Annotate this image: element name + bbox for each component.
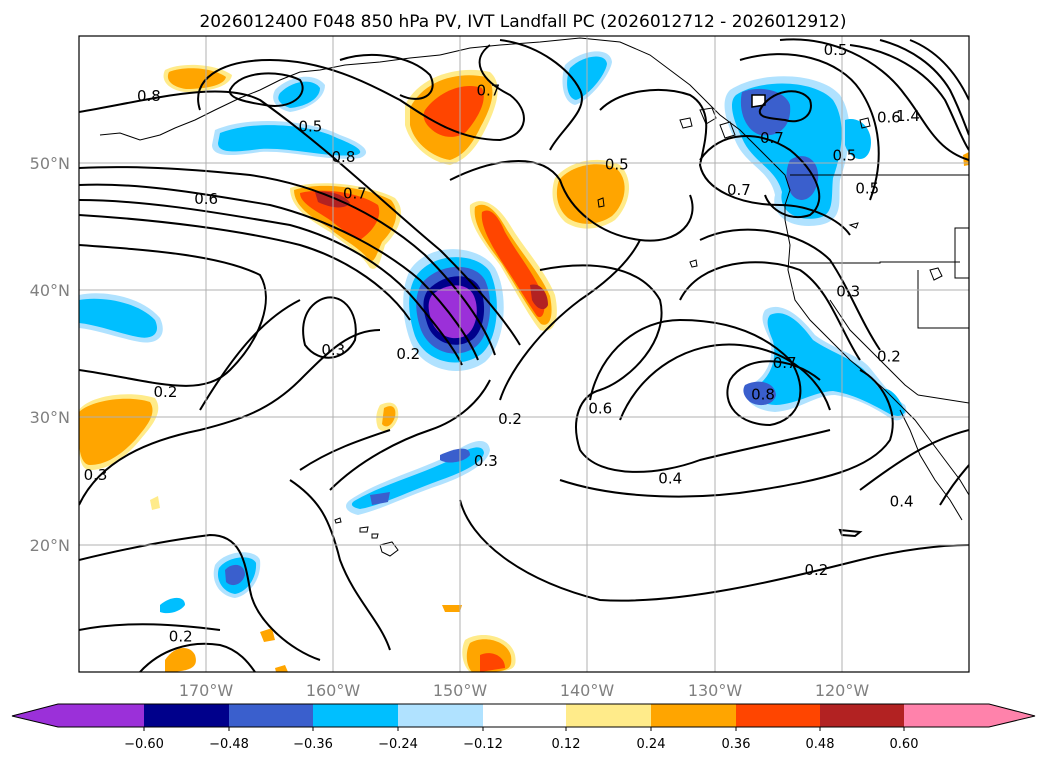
colorbar-tick-label: −0.48 (209, 737, 249, 752)
contour-label: 0.2 (154, 383, 178, 401)
colorbar-bin (904, 704, 1035, 727)
contour-label: 0.3 (474, 452, 498, 470)
colorbar-bin (398, 704, 484, 727)
colorbar-bins (12, 704, 1035, 727)
lon-label-130w: 130°W (688, 681, 743, 700)
lon-label-150w: 150°W (433, 681, 488, 700)
contour-label: 0.5 (855, 180, 879, 198)
contour-label: 0.2 (396, 345, 420, 363)
colorbar-bin (820, 704, 905, 727)
colorbar-outline (11, 703, 1036, 728)
colorbar-bin (651, 704, 737, 727)
contour-label: 0.5 (832, 147, 856, 165)
colorbar-bin (566, 704, 652, 727)
contour-label: 0.6 (194, 190, 218, 208)
colorbar-bin (229, 704, 314, 727)
contour-label: 0.5 (298, 117, 322, 135)
contour-label: 0.5 (605, 155, 629, 173)
contour-label: 0.2 (498, 410, 522, 428)
contour-label: 0.8 (137, 87, 161, 105)
contour-label: 0.7 (343, 185, 367, 203)
colorbar: −0.60 −0.48 −0.36 −0.24 −0.12 0.12 0.24 0.36 0.4… (11, 703, 1036, 752)
colorbar-ticks: −0.60 −0.48 −0.36 −0.24 −0.12 0.12 0.24 0.36 0.4… (124, 727, 918, 752)
lon-label-120w: 120°W (815, 681, 870, 700)
contour-label: 0.6 (877, 108, 901, 126)
colorbar-bin (483, 704, 567, 727)
contour-label: 0.4 (890, 493, 914, 511)
colorbar-tick-label: −0.12 (463, 737, 503, 752)
contour-label: 0.7 (727, 181, 751, 199)
colorbar-tick-label: −0.36 (293, 737, 333, 752)
contour-label: 0.2 (877, 348, 901, 366)
lat-label-20n: 20°N (30, 536, 70, 555)
contour-label: 0.2 (169, 627, 193, 645)
gridlines (79, 36, 969, 672)
colorbar-tick-label: −0.60 (124, 737, 164, 752)
contour-label: 0.6 (588, 400, 612, 418)
lat-label-40n: 40°N (30, 281, 70, 300)
colorbar-bin (313, 704, 399, 727)
contour-label: 0.5 (824, 41, 848, 59)
contour-label: 0.4 (658, 470, 682, 488)
lat-axis-labels: 50°N 40°N 30°N 20°N (30, 154, 70, 555)
contour-label: 0.8 (332, 148, 356, 166)
contour-label: 0.3 (84, 466, 108, 484)
lon-axis-labels: 170°W 160°W 150°W 140°W 130°W 120°W (179, 681, 870, 700)
colorbar-bin (736, 704, 821, 727)
colorbar-tick-label: −0.24 (378, 737, 418, 752)
lat-label-50n: 50°N (30, 154, 70, 173)
contour-label: 1.4 (896, 107, 920, 125)
colorbar-tick-label: 0.12 (552, 737, 581, 752)
contour-label: 0.2 (804, 561, 828, 579)
lat-label-30n: 30°N (30, 408, 70, 427)
colorbar-tick-label: 0.48 (806, 737, 835, 752)
contour-label: 0.7 (760, 129, 784, 147)
contour-label: 0.3 (321, 341, 345, 359)
pv-contours (79, 38, 969, 672)
contour-label: 0.7 (476, 82, 500, 100)
lon-label-160w: 160°W (306, 681, 361, 700)
colorbar-bin (12, 704, 144, 727)
positive-anomaly-regions (79, 64, 969, 672)
colorbar-bin (144, 704, 230, 727)
contour-label: 0.7 (773, 354, 797, 372)
figure-title: 2026012400 F048 850 hPa PV, IVT Landfall… (199, 12, 846, 32)
contour-label: 0.3 (836, 283, 860, 301)
contour-labels: 0.8 0.5 0.8 0.6 0.7 0.3 0.2 0.2 0.7 0.5 0.7 0.7 0.5 0… (84, 41, 920, 645)
map-panel: 0.8 0.5 0.8 0.6 0.7 0.3 0.2 0.2 0.7 0.5 0.7 0.7 0.5 0… (78, 35, 970, 673)
lon-label-170w: 170°W (179, 681, 234, 700)
colorbar-tick-label: 0.60 (890, 737, 919, 752)
colorbar-tick-label: 0.36 (722, 737, 751, 752)
lon-label-140w: 140°W (560, 681, 615, 700)
map-frame (78, 35, 970, 673)
coastlines (99, 37, 969, 557)
colorbar-tick-label: 0.24 (637, 737, 666, 752)
contour-label: 0.8 (751, 386, 775, 404)
